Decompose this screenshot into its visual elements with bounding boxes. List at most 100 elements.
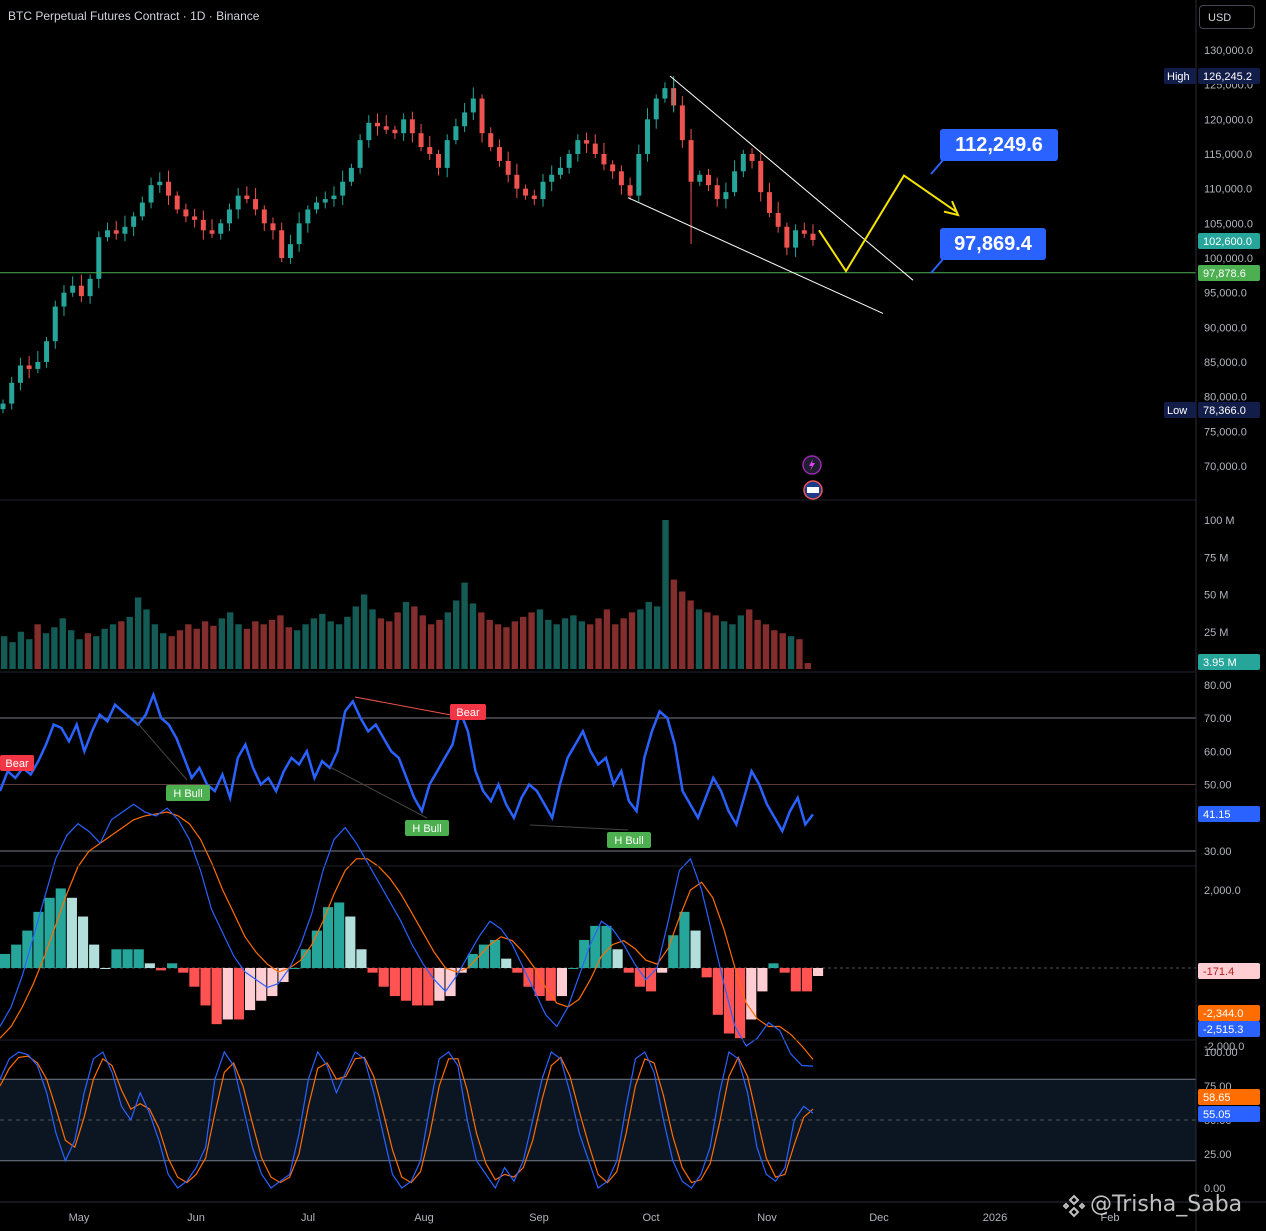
candle-body bbox=[418, 133, 424, 148]
wedge-lower-line bbox=[627, 197, 884, 314]
volume-bar bbox=[160, 633, 167, 669]
candle-body bbox=[723, 192, 729, 200]
candle-body bbox=[26, 365, 32, 369]
macd-histogram-bar bbox=[178, 968, 189, 973]
volume-bar bbox=[319, 613, 326, 669]
macd-line-last-badge bbox=[1198, 1021, 1260, 1037]
price-annotation-label: 97,869.4 bbox=[954, 233, 1033, 255]
macd-histogram-bar bbox=[746, 968, 757, 1020]
candle-body bbox=[331, 195, 337, 200]
candle-body bbox=[165, 181, 171, 196]
candle-body bbox=[453, 126, 459, 141]
price-tick-label: 85,000.0 bbox=[1204, 357, 1247, 369]
candle-body bbox=[226, 209, 232, 224]
annotation-pointer bbox=[930, 257, 945, 274]
candle-body bbox=[549, 174, 555, 182]
volume-bar bbox=[227, 612, 234, 669]
candle-body bbox=[61, 292, 67, 307]
rsi-panel[interactable] bbox=[0, 690, 1196, 852]
macd-histogram-bar bbox=[311, 930, 322, 968]
stoch-rsi-panel[interactable] bbox=[0, 1050, 1196, 1190]
candle-body bbox=[462, 112, 468, 127]
macd-panel[interactable] bbox=[0, 803, 1196, 1067]
candle-body bbox=[375, 122, 381, 127]
volume-bar bbox=[620, 618, 627, 669]
time-axis-label: May bbox=[69, 1212, 90, 1224]
volume-bar bbox=[176, 630, 184, 669]
candle-body bbox=[514, 174, 520, 189]
volume-bar bbox=[570, 615, 577, 669]
price-panel[interactable] bbox=[0, 75, 1196, 414]
macd-histogram-bar bbox=[735, 968, 746, 1039]
time-axis-label: Oct bbox=[642, 1212, 659, 1224]
rsi-tick-label: 80.00 bbox=[1204, 680, 1232, 692]
candle-body bbox=[679, 105, 685, 141]
high-badge bbox=[1198, 68, 1260, 84]
stoch-k-line bbox=[0, 1050, 814, 1190]
time-axis-label: Feb bbox=[1101, 1212, 1120, 1224]
candle-body bbox=[157, 181, 163, 186]
support-price-badge-text: 97,878.6 bbox=[1203, 268, 1246, 280]
volume-bar bbox=[653, 606, 661, 669]
macd-histogram-bar bbox=[701, 968, 712, 978]
macd-histogram-bar bbox=[501, 958, 512, 968]
candle-body bbox=[409, 119, 415, 134]
volume-bar bbox=[193, 628, 200, 669]
price-annotation-label: 112,249.6 bbox=[955, 134, 1043, 156]
divergence-label-box bbox=[450, 704, 486, 720]
currency-selector[interactable]: USD bbox=[1199, 5, 1255, 29]
volume-panel[interactable] bbox=[1, 520, 811, 669]
candle-body bbox=[392, 129, 398, 134]
macd-histogram-bar bbox=[289, 968, 300, 969]
volume-bar bbox=[243, 628, 251, 669]
volume-bar bbox=[628, 612, 636, 669]
volume-bar bbox=[662, 520, 669, 669]
macd-tick-label: 2,000.0 bbox=[1204, 885, 1241, 897]
volume-bar bbox=[252, 621, 259, 669]
volume-bar bbox=[486, 619, 493, 669]
macd-histogram-bar bbox=[556, 968, 567, 997]
volume-bar bbox=[469, 603, 477, 669]
volume-bar bbox=[536, 609, 544, 669]
volume-bar bbox=[402, 601, 410, 669]
candle-body bbox=[566, 154, 572, 168]
macd-signal-last-badge-text: -2,344.0 bbox=[1203, 1008, 1243, 1020]
macd-histogram-bar bbox=[657, 968, 668, 973]
price-tick-label: 105,000.0 bbox=[1204, 218, 1253, 230]
volume-bar bbox=[377, 618, 385, 669]
volume-bar bbox=[235, 624, 242, 669]
volume-bar bbox=[360, 594, 368, 669]
rsi-tick-label: 70.00 bbox=[1204, 713, 1232, 725]
candle-body bbox=[793, 230, 799, 248]
macd-histogram-bar bbox=[0, 953, 11, 968]
macd-histogram-bar bbox=[356, 949, 367, 968]
stoch-tick-label: 100.00 bbox=[1204, 1047, 1238, 1059]
rsi-last-badge-text: 41.15 bbox=[1203, 809, 1231, 821]
volume-bar bbox=[76, 639, 83, 669]
candle-body bbox=[279, 230, 285, 258]
macd-histogram-bar bbox=[590, 925, 601, 968]
projection-path bbox=[818, 174, 957, 274]
candle-body bbox=[105, 230, 111, 238]
volume-bar bbox=[679, 591, 686, 669]
macd-histogram-bar bbox=[679, 911, 690, 968]
price-tick-label: 90,000.0 bbox=[1204, 322, 1247, 334]
divergence-label: Bear bbox=[456, 707, 480, 719]
price-annotation-box bbox=[940, 129, 1058, 161]
volume-bar bbox=[511, 621, 519, 669]
divergence-label-box bbox=[405, 820, 449, 836]
candle-body bbox=[17, 365, 23, 383]
candle-body bbox=[610, 164, 616, 172]
candle-body bbox=[784, 226, 790, 248]
price-tick-label: 100,000.0 bbox=[1204, 253, 1253, 265]
time-axis-label: Nov bbox=[757, 1212, 777, 1224]
macd-histogram-bar bbox=[66, 897, 77, 968]
price-tick-label: 120,000.0 bbox=[1204, 114, 1253, 126]
divergence-label: H Bull bbox=[173, 788, 202, 800]
time-axis-label: Sep bbox=[529, 1212, 549, 1224]
volume-bar bbox=[595, 618, 602, 669]
macd-histogram-bar bbox=[44, 897, 55, 968]
last-price-badge-text: 102,600.0 bbox=[1203, 236, 1252, 248]
macd-histogram-bar bbox=[245, 968, 256, 1011]
candle-body bbox=[113, 230, 119, 234]
